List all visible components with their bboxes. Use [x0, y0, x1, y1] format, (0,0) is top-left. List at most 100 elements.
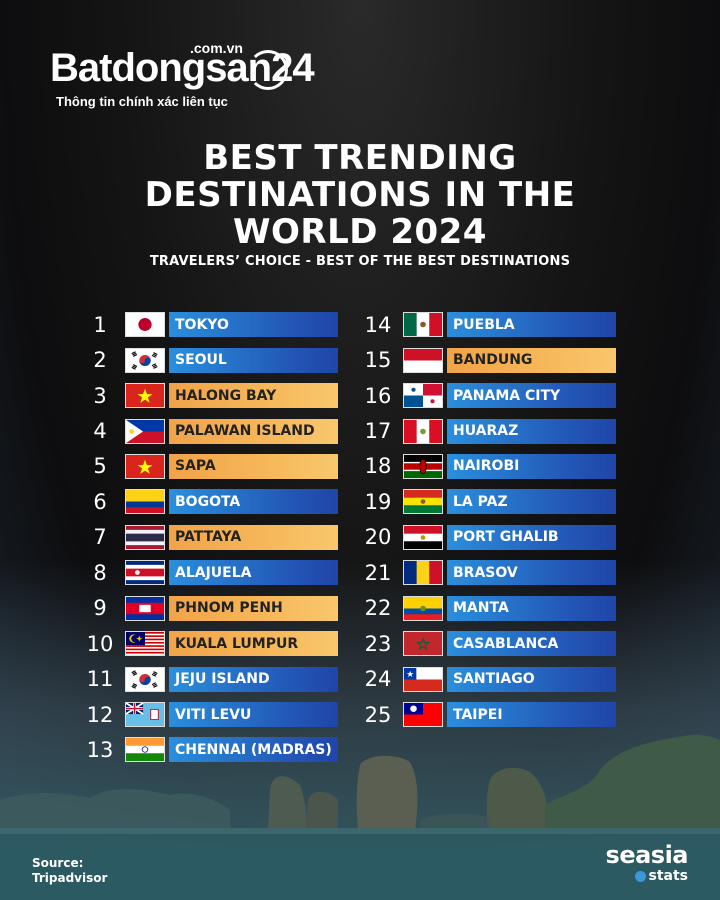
- destination-name: LA PAZ: [447, 489, 616, 515]
- taiwan-flag-icon: [403, 702, 443, 728]
- rank-number: 14: [364, 312, 392, 337]
- egypt-flag-icon: [403, 524, 443, 550]
- ranking-column-left: 1 TOKYO 2 SEOUL 3 HALONG BAY 4 PALAWAN ISLAND 5 S…: [80, 307, 338, 768]
- destination-row: 4 PALAWAN ISLAND: [80, 413, 338, 448]
- destination-row: 23 CASABLANCA: [358, 626, 616, 661]
- destination-name: CASABLANCA: [447, 631, 616, 657]
- rank-number: 15: [364, 348, 392, 373]
- destination-row: 19 LA PAZ: [358, 484, 616, 519]
- rank-number: 25: [364, 702, 392, 727]
- brand-sub: stats: [606, 868, 688, 884]
- destination-row: 15 BANDUNG: [358, 342, 616, 377]
- rank-number: 6: [93, 489, 107, 514]
- rank-number: 19: [364, 489, 392, 514]
- destination-row: 22 MANTA: [358, 591, 616, 626]
- rank-number: 21: [364, 560, 392, 585]
- kenya-flag-icon: [403, 453, 443, 479]
- destination-name: PORT GHALIB: [447, 524, 616, 550]
- panama-flag-icon: [403, 383, 443, 409]
- destination-row: 5 SAPA: [80, 449, 338, 484]
- india-flag-icon: [125, 737, 165, 763]
- destination-row: 25 TAIPEI: [358, 697, 616, 732]
- destination-row: 20 PORT GHALIB: [358, 520, 616, 555]
- destination-row: 3 HALONG BAY: [80, 378, 338, 413]
- destination-row: 10 KUALA LUMPUR: [80, 626, 338, 661]
- destination-name: SEOUL: [169, 347, 338, 373]
- peru-flag-icon: [403, 418, 443, 444]
- destination-row: 21 BRASOV: [358, 555, 616, 590]
- colombia-flag-icon: [125, 489, 165, 515]
- rank-number: 22: [364, 596, 392, 621]
- japan-flag-icon: [125, 312, 165, 338]
- destination-row: 24 SANTIAGO: [358, 661, 616, 696]
- rank-number: 1: [93, 312, 107, 337]
- cambodia-flag-icon: [125, 595, 165, 621]
- source-label: Source:: [32, 856, 84, 870]
- rank-number: 5: [93, 454, 107, 479]
- rank-number: 16: [364, 383, 392, 408]
- destination-row: 13 CHENNAI (MADRAS): [80, 732, 338, 767]
- destination-name: CHENNAI (MADRAS): [169, 737, 338, 763]
- destination-name: ALAJUELA: [169, 560, 338, 586]
- source-note: Source: Tripadvisor: [32, 856, 107, 886]
- destination-row: 1 TOKYO: [80, 307, 338, 342]
- destination-row: 16 PANAMA CITY: [358, 378, 616, 413]
- destination-name: KUALA LUMPUR: [169, 631, 338, 657]
- destination-name: BANDUNG: [447, 347, 616, 373]
- destination-name: PHNOM PENH: [169, 595, 338, 621]
- globe-icon: [634, 870, 646, 882]
- destination-name: PALAWAN ISLAND: [169, 418, 338, 444]
- vietnam-flag-icon: [125, 453, 165, 479]
- destination-name: SAPA: [169, 453, 338, 479]
- rank-number: 2: [93, 348, 107, 373]
- destination-name: PUEBLA: [447, 312, 616, 338]
- mexico-flag-icon: [403, 312, 443, 338]
- rank-number: 24: [364, 667, 392, 692]
- fiji-flag-icon: [125, 702, 165, 728]
- clock-icon: [248, 50, 288, 90]
- destination-name: SANTIAGO: [447, 666, 616, 692]
- destination-row: 12 VITI LEVU: [80, 697, 338, 732]
- destination-name: HUARAZ: [447, 418, 616, 444]
- rank-number: 23: [364, 631, 392, 656]
- destination-name: BOGOTA: [169, 489, 338, 515]
- destination-row: 18 NAIROBI: [358, 449, 616, 484]
- destination-name: PATTAYA: [169, 524, 338, 550]
- rank-number: 3: [93, 383, 107, 408]
- destination-name: BRASOV: [447, 560, 616, 586]
- destination-row: 8 ALAJUELA: [80, 555, 338, 590]
- destination-name: NAIROBI: [447, 453, 616, 479]
- south-korea-flag-icon: [125, 666, 165, 692]
- romania-flag-icon: [403, 560, 443, 586]
- halong-bay-scenery: [0, 734, 720, 900]
- rank-number: 18: [364, 454, 392, 479]
- seasia-stats-logo[interactable]: seasia stats: [605, 841, 689, 884]
- destination-name: TOKYO: [169, 312, 338, 338]
- destination-name: HALONG BAY: [169, 383, 338, 409]
- rank-number: 17: [364, 419, 392, 444]
- batdongsan-logo[interactable]: Batdongsan24 .com.vn Thông tin chính xác…: [50, 40, 315, 109]
- destination-row: 6 BOGOTA: [80, 484, 338, 519]
- brand-wordmark: seasia: [605, 841, 689, 869]
- page-title: BEST TRENDING DESTINATIONS IN THE WORLD …: [0, 140, 720, 251]
- rank-number: 11: [86, 667, 114, 692]
- thailand-flag-icon: [125, 524, 165, 550]
- rank-number: 9: [93, 596, 107, 621]
- title-line-2: DESTINATIONS IN THE: [144, 175, 576, 215]
- destination-name: VITI LEVU: [169, 702, 338, 728]
- rank-number: 12: [86, 702, 114, 727]
- vietnam-flag-icon: [125, 383, 165, 409]
- destination-row: 11 JEJU ISLAND: [80, 661, 338, 696]
- destination-row: 14 PUEBLA: [358, 307, 616, 342]
- destination-name: JEJU ISLAND: [169, 666, 338, 692]
- page-subtitle: TRAVELERS’ CHOICE - BEST OF THE BEST DES…: [149, 254, 571, 269]
- rank-number: 13: [86, 737, 114, 762]
- title-line-1: BEST TRENDING: [203, 138, 517, 178]
- indonesia-flag-icon: [403, 347, 443, 373]
- destination-name: PANAMA CITY: [447, 383, 616, 409]
- chile-flag-icon: [403, 666, 443, 692]
- destination-name: TAIPEI: [447, 702, 616, 728]
- rank-number: 20: [364, 525, 392, 550]
- brand-sub-label: stats: [648, 868, 689, 884]
- rank-number: 8: [93, 560, 107, 585]
